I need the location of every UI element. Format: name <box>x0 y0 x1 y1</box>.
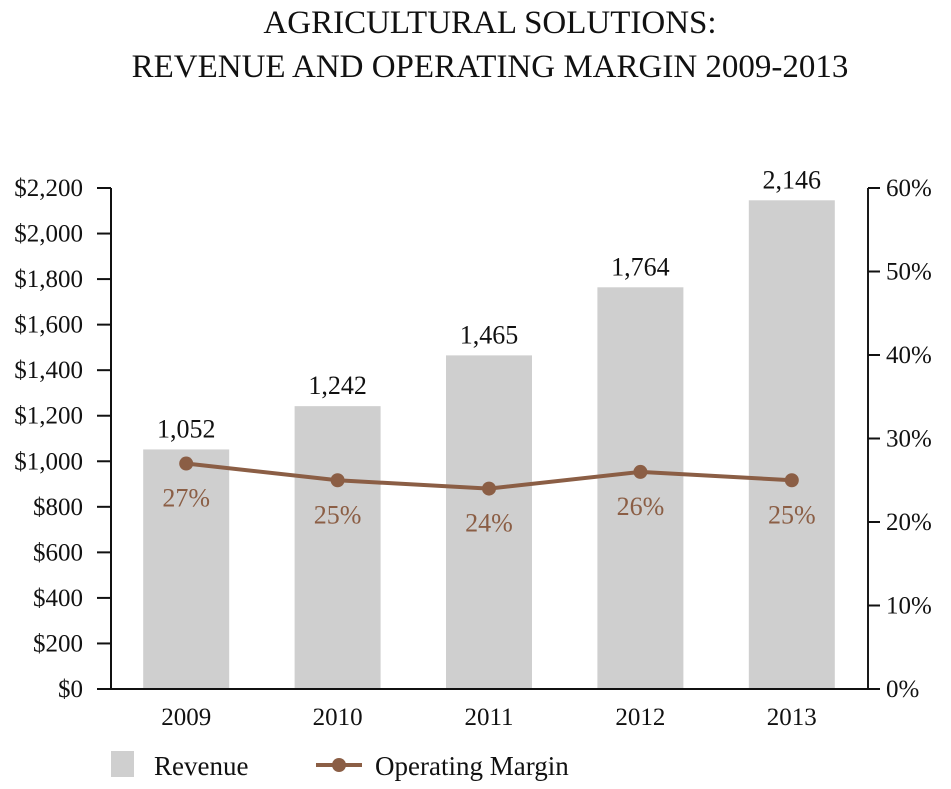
revenue-data-label: 2,146 <box>763 165 822 194</box>
revenue-data-label: 1,465 <box>460 320 519 349</box>
left-tick-label: $400 <box>33 585 83 612</box>
left-tick-label: $200 <box>33 630 83 657</box>
left-tick-label: $600 <box>33 539 83 566</box>
operating-margin-data-label: 25% <box>768 500 816 529</box>
operating-margin-point-2009 <box>179 456 194 471</box>
right-tick-label: 60% <box>886 175 932 202</box>
left-tick-label: $1,000 <box>14 448 83 475</box>
revenue-bar-2011 <box>446 355 532 689</box>
left-tick-label: $2,200 <box>14 175 83 202</box>
operating-margin-point-2011 <box>482 481 496 496</box>
operating-margin-point-2010 <box>330 473 345 488</box>
legend-revenue-swatch <box>111 751 134 777</box>
legend: Revenue Operating Margin <box>111 751 569 781</box>
revenue-bar-2012 <box>597 287 684 689</box>
right-tick-label: 10% <box>886 593 932 620</box>
x-tick-label: 2011 <box>464 704 513 731</box>
operating-margin-data-label: 26% <box>617 492 665 521</box>
revenue-bar-2009 <box>143 449 230 689</box>
left-tick-label: $1,800 <box>14 266 83 293</box>
left-tick-label: $2,000 <box>14 221 83 248</box>
legend-revenue-label: Revenue <box>154 751 248 781</box>
right-tick-label: 0% <box>886 676 919 703</box>
operating-margin-point-2013 <box>784 473 799 488</box>
x-tick-label: 2013 <box>767 704 817 731</box>
right-tick-label: 50% <box>886 259 932 286</box>
legend-margin-marker <box>332 758 346 772</box>
left-tick-label: $800 <box>33 494 83 521</box>
left-tick-label: $1,400 <box>14 357 83 384</box>
chart-title-line-2: REVENUE AND OPERATING MARGIN 2009-2013 <box>132 49 849 85</box>
left-tick-label: $1,200 <box>14 403 83 430</box>
right-tick-label: 30% <box>886 426 932 453</box>
chart-title-line-1: AGRICULTURAL SOLUTIONS: <box>263 5 716 41</box>
revenue-data-label: 1,242 <box>308 371 367 400</box>
right-tick-label: 40% <box>886 342 932 369</box>
x-tick-label: 2009 <box>161 704 211 731</box>
revenue-bar-2010 <box>294 406 381 689</box>
operating-margin-data-label: 25% <box>314 500 362 529</box>
revenue-data-label: 1,764 <box>611 252 670 281</box>
x-tick-label: 2012 <box>615 704 665 731</box>
operating-margin-data-label: 24% <box>465 509 513 538</box>
operating-margin-point-2012 <box>633 464 648 479</box>
operating-margin-data-label: 27% <box>162 484 210 513</box>
x-tick-label: 2010 <box>313 704 363 731</box>
revenue-data-label: 1,052 <box>157 414 216 443</box>
left-tick-label: $0 <box>58 676 83 703</box>
left-tick-label: $1,600 <box>14 312 83 339</box>
right-tick-label: 20% <box>886 509 932 536</box>
legend-margin-label: Operating Margin <box>375 751 569 781</box>
revenue-bar-2013 <box>748 200 835 689</box>
